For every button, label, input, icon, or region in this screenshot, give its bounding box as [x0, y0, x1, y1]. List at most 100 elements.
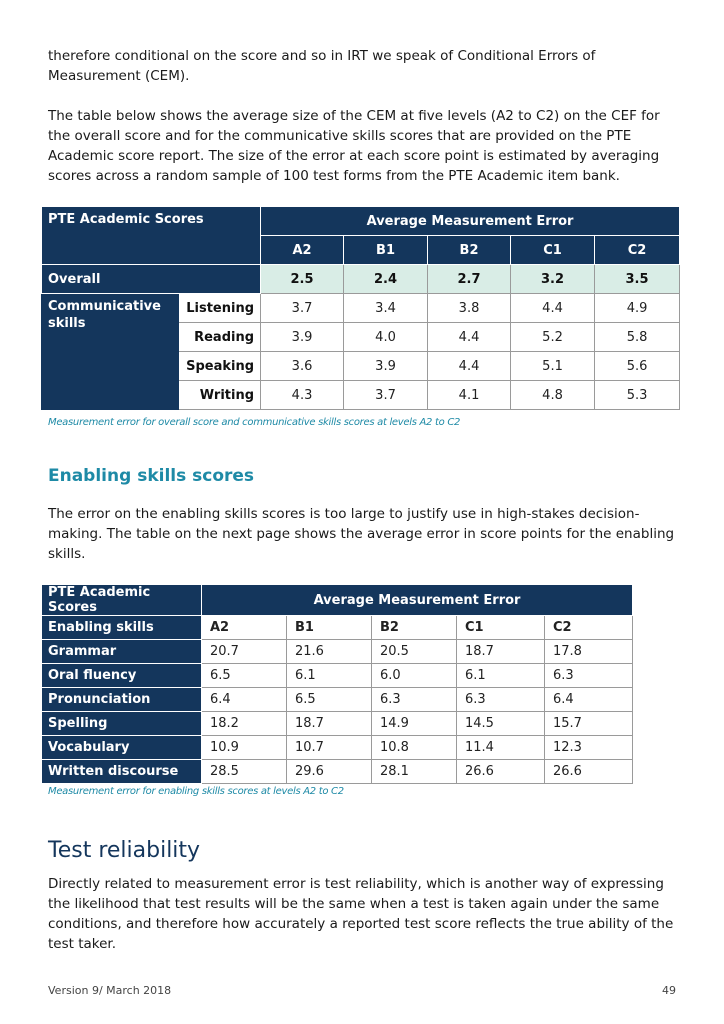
table-cell: 12.3: [543, 735, 634, 760]
table-cell: 4.3: [260, 380, 345, 410]
table-cell: 6.3: [371, 687, 457, 712]
table-cell: 18.7: [456, 639, 545, 664]
table2-level-header: C1: [456, 615, 545, 640]
table-cell: 5.1: [510, 351, 596, 381]
table1-level-header: C1: [510, 235, 596, 265]
table-cell: 10.8: [371, 735, 457, 760]
table2-level-header: A2: [201, 615, 287, 640]
table1-caption: Measurement error for overall score and …: [48, 417, 461, 428]
intro-paragraph-1: therefore conditional on the score and s…: [48, 48, 596, 84]
footer-version: Version 9/ March 2018: [48, 984, 172, 997]
table-row: Reading 3.9 4.0 4.4 5.2 5.8: [42, 322, 681, 352]
table2-first-col-header: Enabling skills: [41, 615, 202, 640]
enabling-skills-heading: Enabling skills scores: [48, 466, 255, 486]
table-cell: 18.2: [201, 711, 287, 736]
table-row: Speaking 3.6 3.9 4.4 5.1 5.6: [42, 351, 681, 381]
table-cell: 14.5: [456, 711, 545, 736]
table-cell: 11.4: [456, 735, 545, 760]
table-cell: 21.6: [286, 639, 372, 664]
table-cell: 6.0: [371, 663, 457, 688]
table1-level-header: B1: [343, 235, 429, 265]
table-cell: 3.9: [260, 322, 345, 352]
table-cell: 5.2: [510, 322, 596, 352]
table-cell: 5.3: [594, 380, 681, 410]
table-cell: 26.6: [543, 759, 634, 784]
table2-row-label: Spelling: [41, 711, 202, 736]
table-cell: 4.8: [510, 380, 596, 410]
test-reliability-paragraph: Directly related to measurement error is…: [48, 876, 674, 952]
table-cell: 6.1: [456, 663, 545, 688]
table-cell: 10.7: [286, 735, 372, 760]
table2-level-header: B2: [371, 615, 457, 640]
table-cell: 2.5: [260, 264, 345, 294]
table-row: Oral fluency 6.5 6.1 6.0 6.1 6.3: [41, 663, 634, 688]
table1-overall-label: Overall: [40, 264, 262, 294]
table-cell: 5.8: [594, 322, 681, 352]
table2-caption: Measurement error for enabling skills sc…: [48, 786, 344, 797]
table-cell: 3.5: [594, 264, 681, 294]
table-cell: 4.0: [343, 322, 429, 352]
table-cell: 3.6: [260, 351, 345, 381]
table-cell: 2.7: [427, 264, 512, 294]
table-row: Overall 2.5 2.4 2.7 3.2 3.5: [40, 264, 681, 294]
table2-row-label: Grammar: [41, 639, 202, 664]
footer-page-number: 49: [662, 984, 676, 997]
table-cell: 4.4: [427, 322, 512, 352]
table2-row-label: Oral fluency: [41, 663, 202, 688]
table1-row-label: Writing: [177, 380, 262, 410]
table1-group-label: Communicative skills: [41, 293, 179, 410]
table2-row-label: Vocabulary: [41, 735, 202, 760]
table-cell: 2.4: [343, 264, 429, 294]
table2-row-label: Pronunciation: [41, 687, 202, 712]
table-cell: 3.9: [343, 351, 429, 381]
table1-row-label: Reading: [177, 322, 262, 352]
enabling-skills-paragraph: The error on the enabling skills scores …: [48, 506, 675, 562]
table-cell: 4.1: [427, 380, 512, 410]
table1-group-header: Average Measurement Error: [260, 206, 681, 236]
table-row: Communicative skills Listening 3.7 3.4 3…: [41, 293, 681, 410]
table-cell: 20.5: [371, 639, 457, 664]
table-row: Spelling 18.2 18.7 14.9 14.5 15.7: [41, 711, 634, 736]
table-cell: 10.9: [201, 735, 287, 760]
table-cell: 6.1: [286, 663, 372, 688]
table1-level-header: C2: [594, 235, 681, 265]
table-cell: 5.6: [594, 351, 681, 381]
table-cell: 4.9: [594, 293, 681, 323]
table-cell: 28.1: [371, 759, 457, 784]
enabling-skills-error-table: PTE Academic Scores Average Measurement …: [41, 584, 634, 784]
table-cell: 3.8: [427, 293, 512, 323]
table2-level-header: B1: [286, 615, 372, 640]
table-cell: 17.8: [543, 639, 634, 664]
table-cell: 4.4: [510, 293, 596, 323]
table-cell: 29.6: [286, 759, 372, 784]
table-cell: 6.3: [456, 687, 545, 712]
table-cell: 26.6: [456, 759, 545, 784]
table1-row-label: Listening: [177, 293, 262, 323]
table1-level-header: A2: [260, 235, 345, 265]
table-row: Writing 4.3 3.7 4.1 4.8 5.3: [42, 380, 681, 410]
table-row: Vocabulary 10.9 10.7 10.8 11.4 12.3: [41, 735, 634, 760]
table-cell: 4.4: [427, 351, 512, 381]
table-cell: 20.7: [201, 639, 287, 664]
table-cell: 28.5: [201, 759, 287, 784]
table-row: Written discourse 28.5 29.6 28.1 26.6 26…: [41, 759, 634, 784]
table1-corner-header: PTE Academic Scores: [40, 206, 262, 265]
table-cell: 18.7: [286, 711, 372, 736]
intro-paragraph-2: The table below shows the average size o…: [48, 108, 660, 184]
table-cell: 6.4: [201, 687, 287, 712]
table-cell: 3.7: [260, 293, 345, 323]
table-row: Grammar 20.7 21.6 20.5 18.7 17.8: [41, 639, 634, 664]
table-cell: 6.5: [286, 687, 372, 712]
table2-row-label: Written discourse: [41, 759, 202, 784]
test-reliability-heading: Test reliability: [48, 838, 201, 863]
table-cell: 6.3: [543, 663, 634, 688]
table-cell: 6.5: [201, 663, 287, 688]
table2-corner-header: PTE Academic Scores: [41, 584, 202, 616]
table-row: Enabling skills A2 B1 B2 C1 C2: [41, 615, 634, 640]
table-cell: 15.7: [543, 711, 634, 736]
table-cell: 3.2: [510, 264, 596, 294]
table2-level-header: C2: [543, 615, 634, 640]
table-cell: 14.9: [371, 711, 457, 736]
table1-row-label: Speaking: [177, 351, 262, 381]
